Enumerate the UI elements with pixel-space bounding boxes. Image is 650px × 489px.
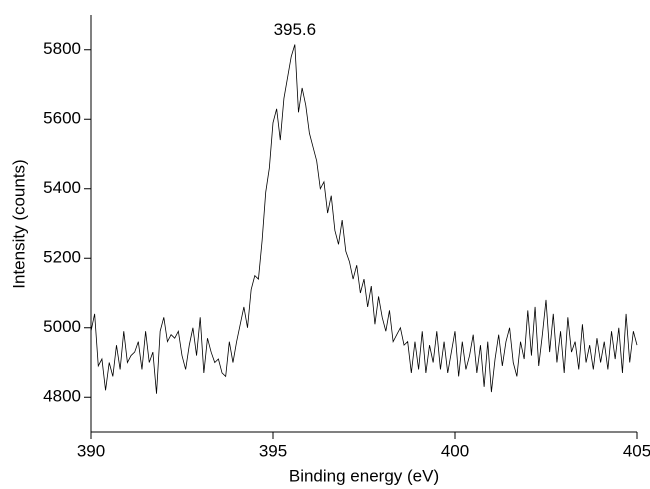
y-tick-label: 5600 [43, 109, 81, 128]
peak-annotation: 395.6 [274, 20, 317, 39]
y-tick-label: 5200 [43, 248, 81, 267]
y-axis-label: Intensity (counts) [9, 159, 28, 288]
x-tick-label: 400 [441, 441, 469, 460]
x-axis-label: Binding energy (eV) [289, 466, 439, 485]
y-tick-label: 5000 [43, 317, 81, 336]
spectrum-line [90, 44, 638, 394]
y-tick-label: 5800 [43, 39, 81, 58]
y-tick-label: 4800 [43, 387, 81, 406]
x-tick-label: 395 [259, 441, 287, 460]
y-tick-label: 5400 [43, 178, 81, 197]
x-tick-label: 390 [77, 441, 105, 460]
x-tick-label: 405 [623, 441, 650, 460]
